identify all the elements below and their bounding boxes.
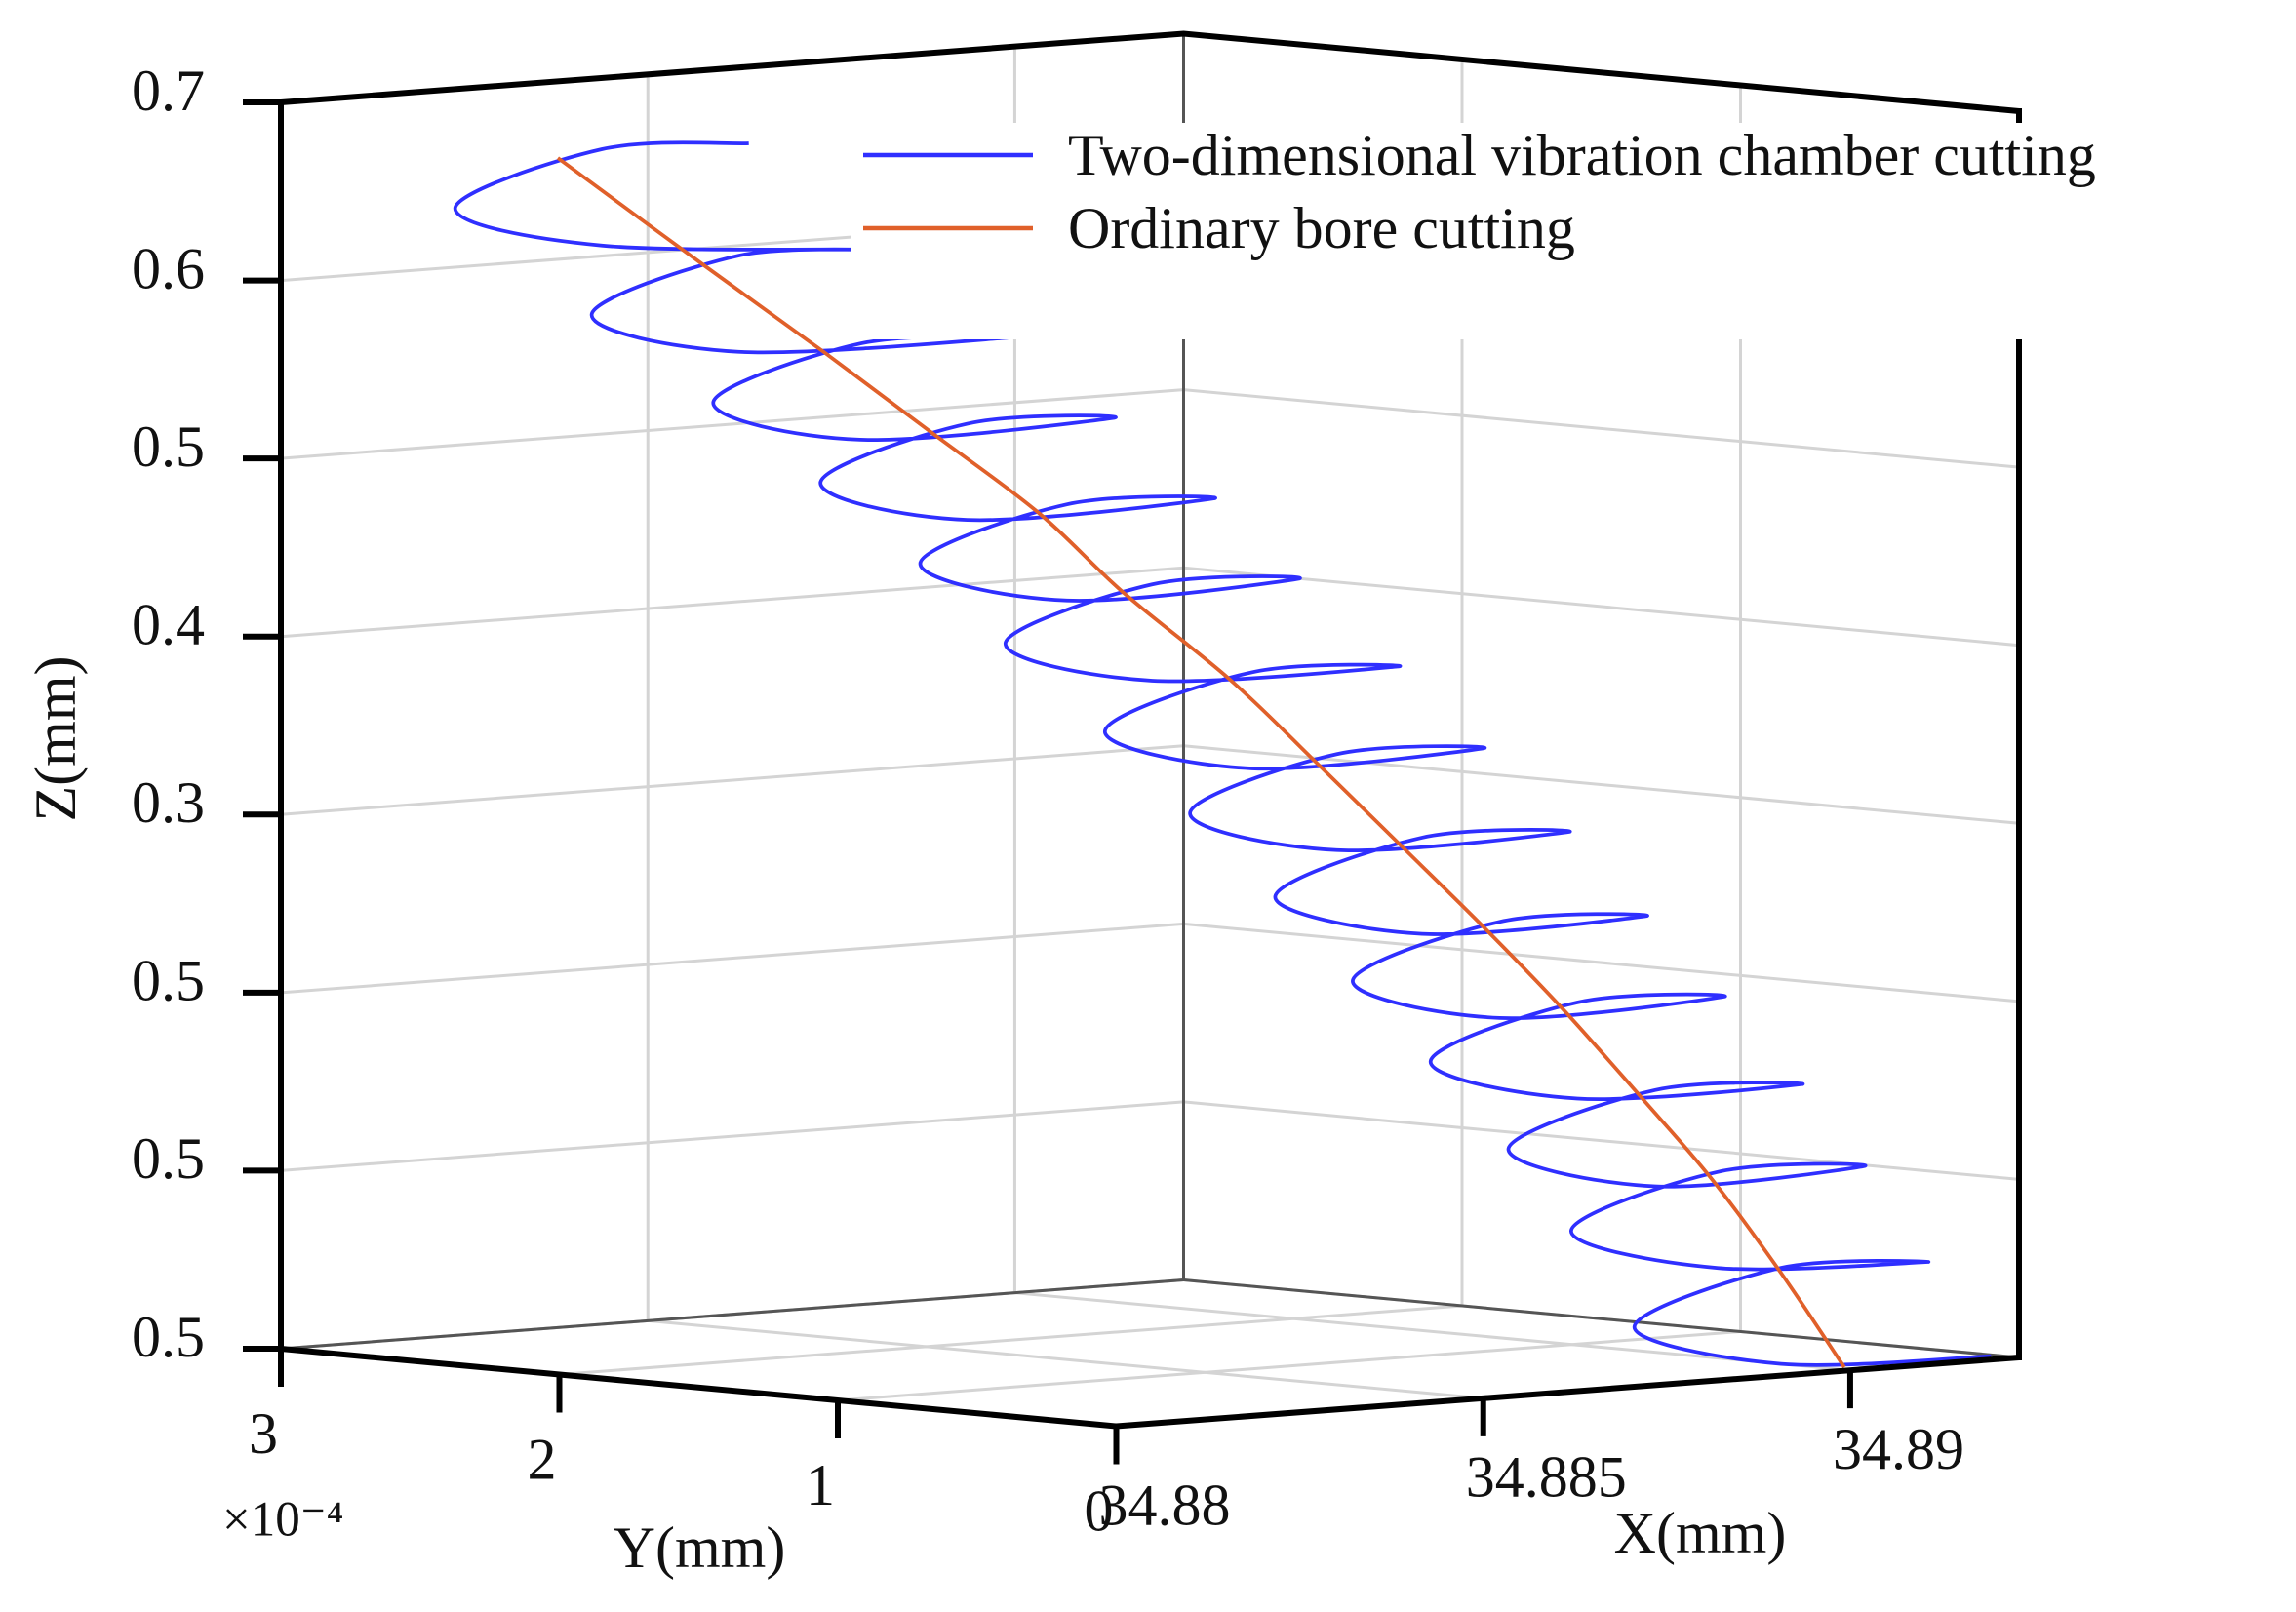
grid-line (1183, 388, 2020, 469)
z-axis-label: Z(mm) (23, 656, 88, 822)
y-tick-label: 0 (1085, 1478, 1114, 1543)
y-axis-label: Y(mm) (614, 1515, 786, 1580)
grid-line (1183, 922, 2020, 1003)
z-tick-label: 0.7 (132, 59, 205, 123)
y-tick-label: 1 (806, 1453, 835, 1517)
grid-line (1183, 1100, 2020, 1181)
grid-line (280, 744, 1184, 816)
grid-line (559, 1304, 1463, 1376)
grid-line (280, 1100, 1184, 1172)
grid-line (280, 388, 1184, 460)
legend-label: Two-dimensional vibration chamber cuttin… (1068, 123, 2096, 187)
series-line (453, 140, 1992, 1367)
grid-line (280, 566, 1184, 639)
legend-label: Ordinary bore cutting (1068, 196, 1575, 260)
legend-background (851, 123, 2293, 339)
box-edge (280, 30, 2020, 114)
y-tick-label: 2 (528, 1427, 557, 1491)
x-axis-label: X(mm) (1614, 1501, 1787, 1565)
legend: Two-dimensional vibration chamber cuttin… (851, 123, 2293, 339)
grid-line (648, 1318, 1484, 1400)
x-tick-label: 34.885 (1466, 1445, 1627, 1510)
x-tick-label: 34.89 (1833, 1417, 1964, 1481)
plot-area: 0.7 0.6 0.5 0.4 0.3 0.5 0.5 0.5 34.88 34.885 34.89… (23, 30, 2293, 1580)
z-tick-label: 0.5 (132, 1126, 205, 1191)
z-tick-label: 0.4 (132, 592, 205, 656)
grid-line (1183, 566, 2020, 648)
z-tick-label: 0.5 (132, 1305, 205, 1369)
x-tick-label: 34.88 (1099, 1473, 1231, 1537)
grid-line (280, 922, 1184, 995)
z-tick-label: 0.6 (132, 236, 205, 300)
z-tick-label: 0.3 (132, 770, 205, 835)
series-line (556, 156, 1846, 1369)
grid-line (837, 1330, 1741, 1402)
y-tick-label: 3 (249, 1401, 278, 1466)
z-tick-label: 0.5 (132, 414, 205, 479)
box-edge (280, 1278, 1184, 1351)
grid-line (1014, 1291, 1851, 1372)
z-tick-label: 0.5 (132, 949, 205, 1013)
box-edge (1183, 1278, 2020, 1359)
y-multiplier: ×10⁻⁴ (222, 1493, 343, 1548)
